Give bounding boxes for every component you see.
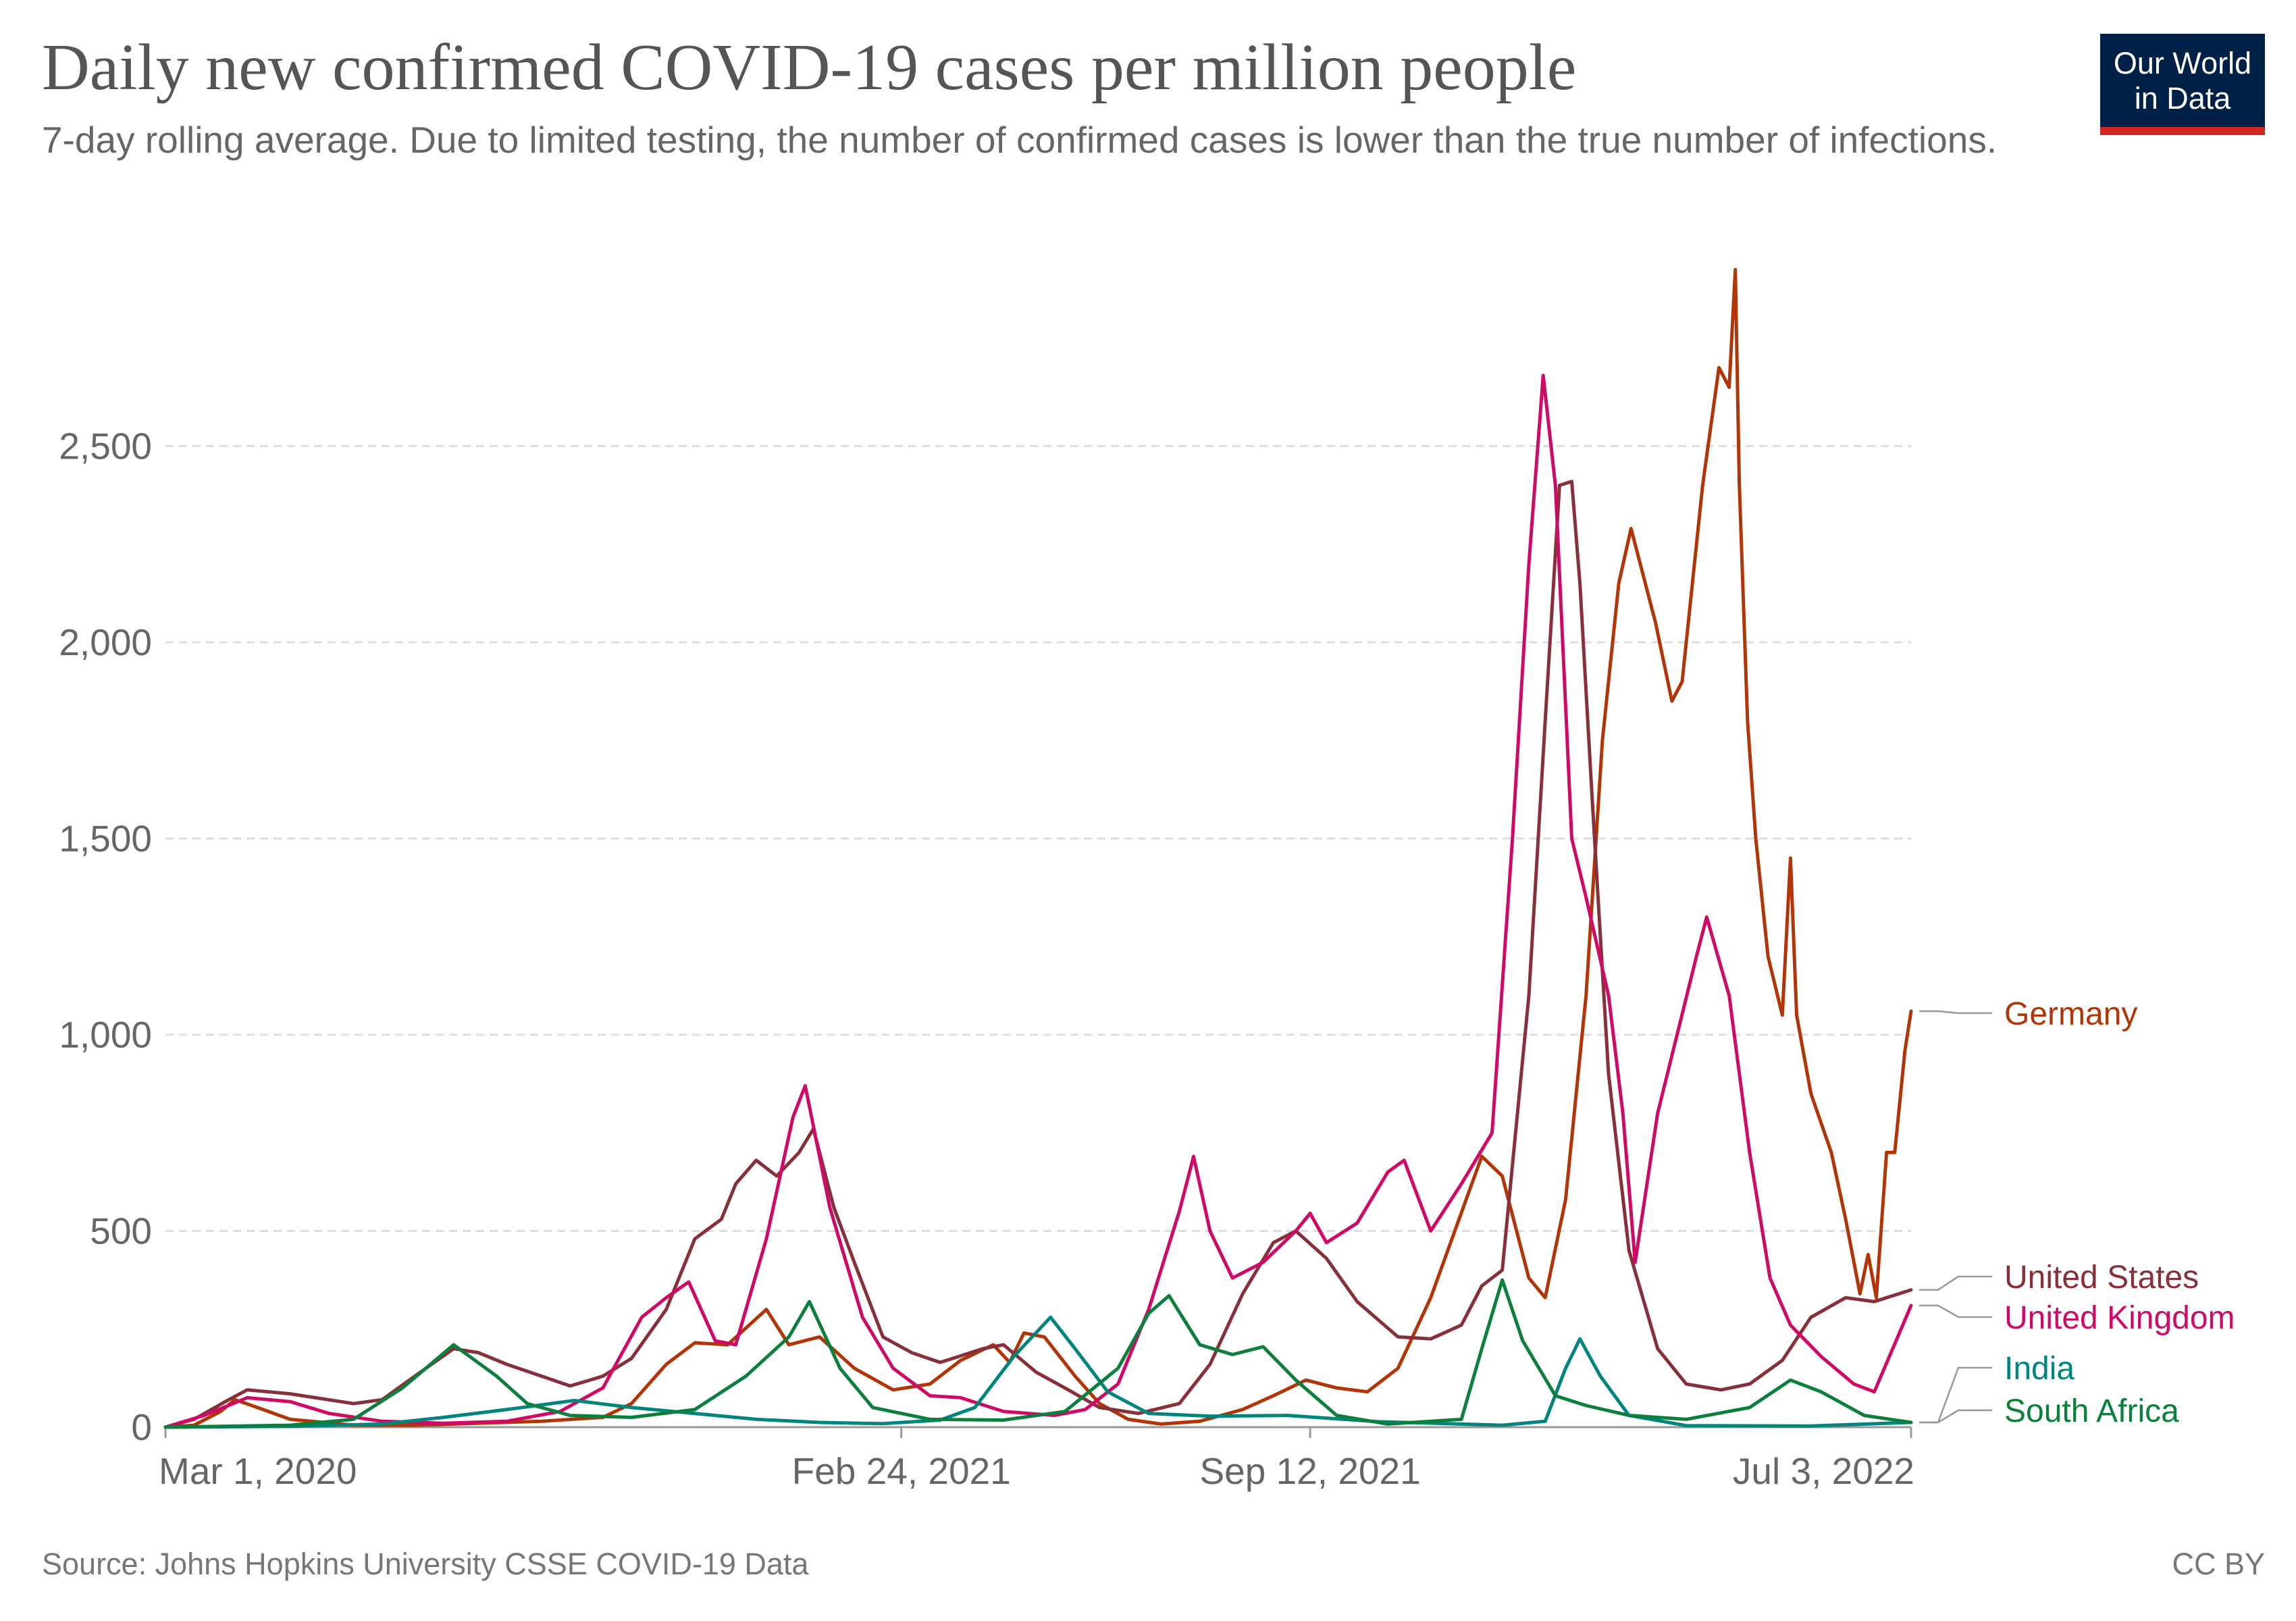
logo-line-2: in Data: [2134, 81, 2231, 115]
x-tick-label: Sep 12, 2021: [1199, 1450, 1420, 1492]
series-line-united-states[interactable]: [163, 480, 1913, 1429]
x-tick-label: Feb 24, 2021: [792, 1450, 1011, 1492]
chart-title: Daily new confirmed COVID-19 cases per m…: [42, 31, 1577, 104]
legend-layer: Germany United States United Kingdom India S…: [1919, 996, 2235, 1429]
legend-connector-india: [1919, 1366, 1992, 1424]
y-tick-label: 1,500: [59, 818, 152, 860]
source-note: Source: Johns Hopkins University CSSE CO…: [42, 1547, 809, 1581]
legend-label-germany[interactable]: Germany: [2004, 996, 2137, 1032]
y-tick-label: 1,000: [59, 1014, 152, 1056]
legend-connector-south-africa: [1919, 1409, 1992, 1424]
series-line-south-africa[interactable]: [163, 1278, 1913, 1429]
y-tick-label: 500: [90, 1210, 152, 1252]
grid-layer: [165, 445, 1911, 1232]
legend-label-united-states[interactable]: United States: [2004, 1260, 2199, 1295]
series-line-germany[interactable]: [163, 267, 1913, 1429]
legend-label-india[interactable]: India: [2004, 1351, 2075, 1387]
y-tick-label: 0: [131, 1406, 152, 1448]
legend-connector-germany: [1919, 1010, 1992, 1014]
series-line-india[interactable]: [163, 1315, 1913, 1429]
x-tick-label: Mar 1, 2020: [159, 1450, 357, 1492]
logo-line-1: Our World: [2113, 46, 2252, 80]
legend-connector-united-states: [1919, 1275, 1992, 1291]
chart-subtitle: 7-day rolling average. Due to limited te…: [42, 119, 1998, 161]
series-layer: [163, 267, 1913, 1429]
axis-layer: 0 500 1,000 1,500 2,000 2,500 Mar 1, 2020 Feb 2…: [59, 426, 1914, 1493]
legend-connector-united-kingdom: [1919, 1304, 1992, 1318]
license-link[interactable]: CC BY: [2172, 1547, 2265, 1581]
legend-label-united-kingdom[interactable]: United Kingdom: [2004, 1300, 2235, 1336]
y-tick-label: 2,000: [59, 621, 152, 663]
legend-label-south-africa[interactable]: South Africa: [2004, 1393, 2179, 1429]
x-tick-label: Jul 3, 2022: [1733, 1450, 1914, 1492]
logo-accent-bar: [2100, 127, 2265, 135]
series-line-united-kingdom[interactable]: [163, 374, 1913, 1429]
owid-logo[interactable]: Our World in Data: [2100, 34, 2265, 135]
y-tick-label: 2,500: [59, 426, 152, 467]
